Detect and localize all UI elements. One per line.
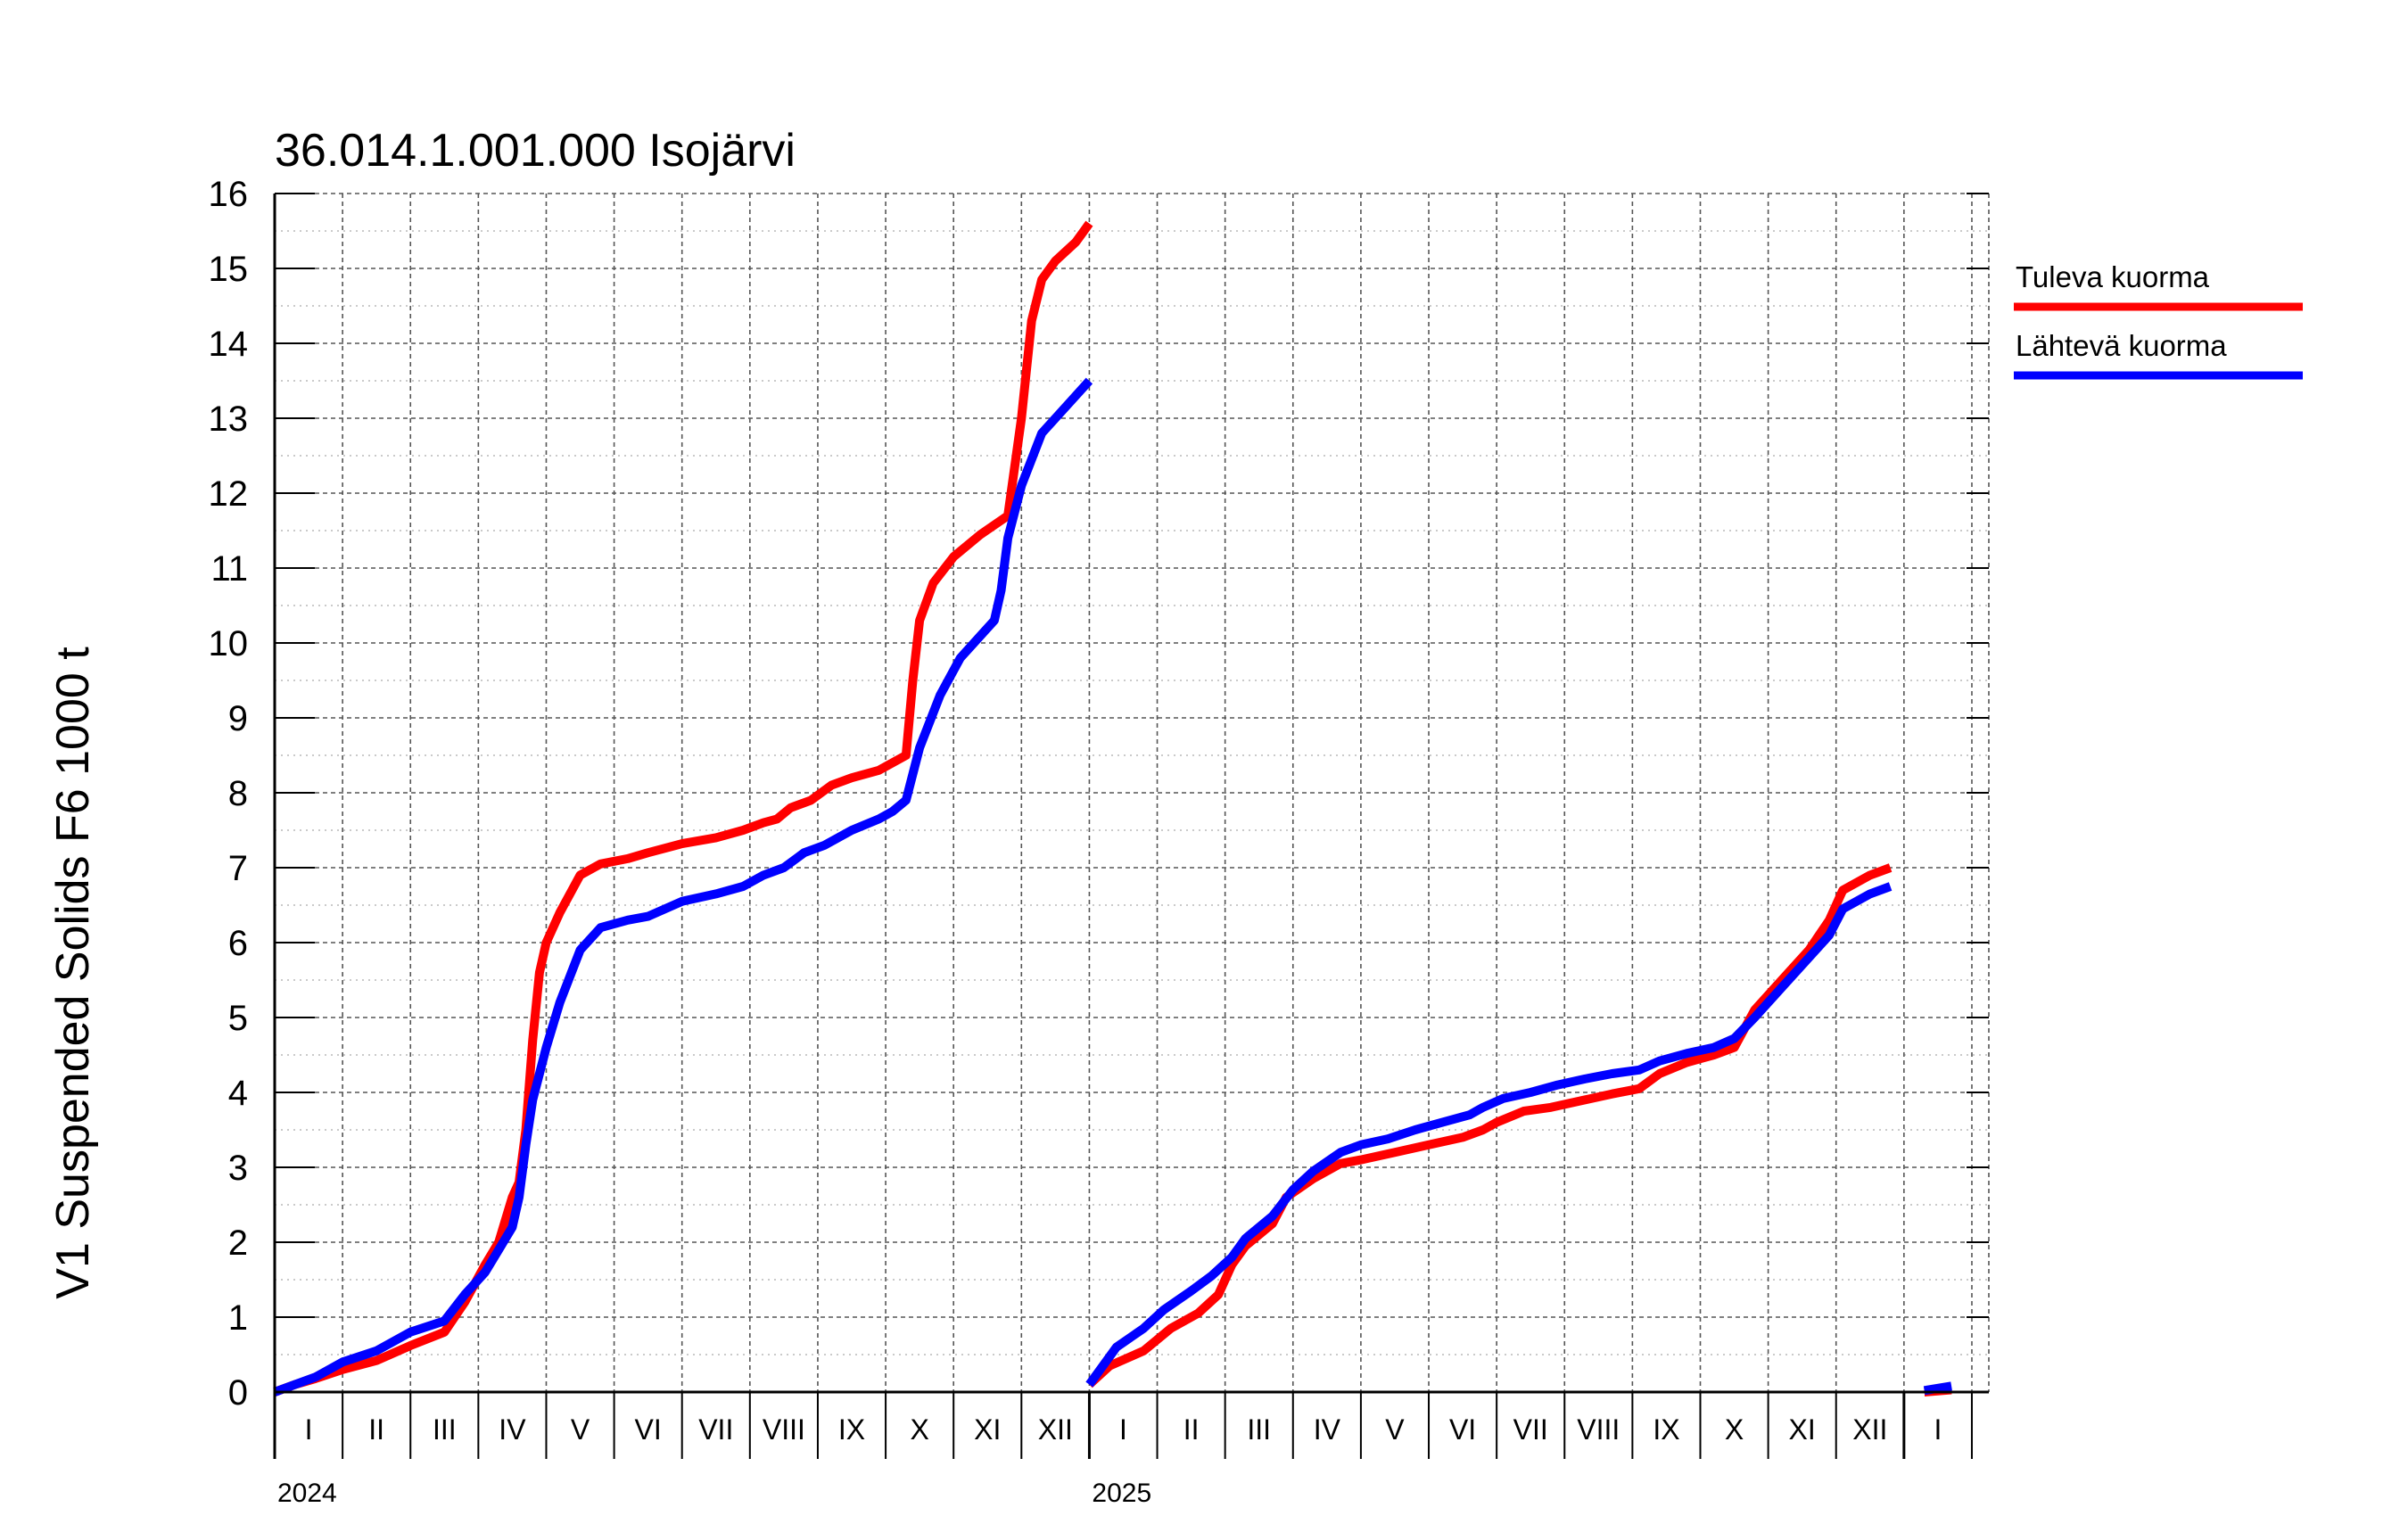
month-label: XI	[974, 1413, 1001, 1446]
y-tick-label: 10	[209, 624, 249, 663]
y-tick-label: 11	[210, 549, 248, 589]
y-tick-label: 9	[228, 699, 248, 738]
y-tick-label: 2	[228, 1224, 248, 1263]
month-label: VI	[1449, 1413, 1476, 1446]
month-label: XII	[1038, 1413, 1073, 1446]
month-label: I	[1934, 1413, 1942, 1446]
y-tick-label: 12	[209, 474, 249, 514]
month-label: IV	[1314, 1413, 1341, 1446]
month-label: I	[1119, 1413, 1127, 1446]
month-label: V	[571, 1413, 590, 1446]
month-label: X	[910, 1413, 928, 1446]
month-label: V	[1385, 1413, 1405, 1446]
legend: Tuleva kuorma Lähtevä kuorma	[2014, 260, 2303, 380]
month-label: X	[1725, 1413, 1744, 1446]
series-line-tuleva-seg1	[1086, 863, 1893, 1388]
month-label: IX	[838, 1413, 865, 1446]
year-label: 2024	[277, 1479, 337, 1508]
month-label: IX	[1653, 1413, 1679, 1446]
y-tick-label: 0	[228, 1373, 248, 1413]
y-tick-label: 16	[209, 175, 249, 214]
legend-label: Lähtevä kuorma	[2016, 329, 2227, 362]
month-label: III	[1247, 1413, 1271, 1446]
chart-title: 36.014.1.001.000 Isojärvi	[275, 125, 796, 177]
month-label: I	[305, 1413, 313, 1446]
month-label: XII	[1852, 1413, 1887, 1446]
series-line-lahteva-seg0	[273, 377, 1093, 1397]
y-tick-label: 7	[228, 849, 248, 888]
month-label: VIII	[1577, 1413, 1620, 1446]
series-line-lahteva-seg1	[1085, 882, 1893, 1388]
y-tick-label: 6	[228, 924, 248, 963]
y-tick-label: 3	[228, 1149, 248, 1188]
y-axis-label: V1 Suspended Solids F6 1000 t	[47, 647, 99, 1299]
legend-label: Tuleva kuorma	[2016, 260, 2210, 293]
month-label: IV	[499, 1413, 526, 1446]
month-label: VI	[635, 1413, 662, 1446]
y-tick-label: 5	[228, 999, 248, 1038]
series-line-lahteva-seg2	[1923, 1381, 1952, 1396]
month-label: II	[1183, 1413, 1200, 1446]
y-tick-label: 1	[228, 1298, 248, 1338]
month-label: XI	[1789, 1413, 1816, 1446]
y-tick-label: 4	[228, 1074, 248, 1113]
y-tick-label: 13	[209, 400, 249, 439]
grid	[275, 193, 1990, 1392]
month-label: VII	[698, 1413, 733, 1446]
series-lines	[273, 220, 1952, 1397]
month-label: II	[368, 1413, 384, 1446]
month-label: VII	[1513, 1413, 1548, 1446]
month-label: III	[433, 1413, 457, 1446]
month-label: VIII	[763, 1413, 805, 1446]
y-tick-label: 14	[209, 325, 249, 364]
y-tick-label: 15	[209, 250, 249, 289]
y-tick-label: 8	[228, 774, 248, 813]
year-label: 2025	[1092, 1479, 1151, 1508]
